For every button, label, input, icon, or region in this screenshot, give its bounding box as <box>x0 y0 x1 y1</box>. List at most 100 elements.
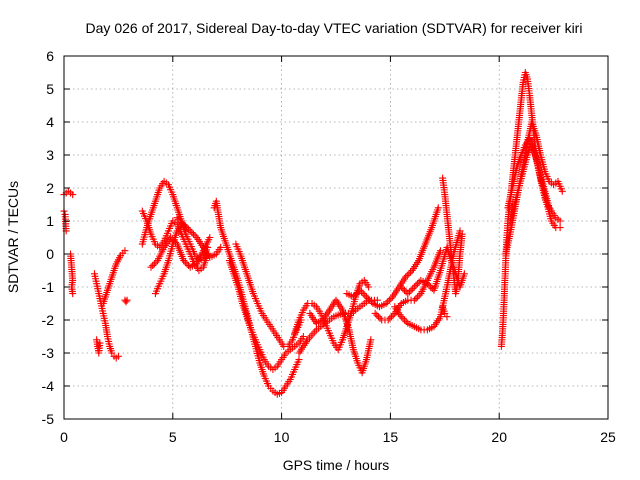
y-tick-label: -2 <box>42 312 55 328</box>
data-point <box>362 293 370 301</box>
series-arc-3 <box>67 250 77 298</box>
series-arc-14 <box>225 257 307 373</box>
data-point <box>410 283 418 291</box>
data-point <box>410 296 418 304</box>
data-point <box>407 268 415 276</box>
data-point <box>367 336 375 344</box>
data-point <box>409 285 417 293</box>
data-point <box>364 295 372 303</box>
data-point <box>185 225 193 233</box>
data-point <box>152 258 160 266</box>
data-point <box>376 314 384 322</box>
x-axis-label: GPS time / hours <box>283 457 390 473</box>
data-point <box>401 316 409 324</box>
y-tick-label: 4 <box>46 114 54 130</box>
data-point <box>186 227 194 235</box>
data-point <box>150 260 158 268</box>
data-point <box>206 234 214 241</box>
data-point <box>217 243 225 251</box>
data-point <box>436 247 444 255</box>
y-tick-label: -5 <box>42 411 55 427</box>
data-point <box>295 356 303 364</box>
data-point <box>434 204 442 212</box>
data-point <box>401 286 409 294</box>
data-point <box>402 273 410 281</box>
chart-title: Day 026 of 2017, Sidereal Day-to-day VTE… <box>86 20 583 36</box>
data-point <box>175 215 183 223</box>
x-tick-label: 25 <box>600 429 616 445</box>
y-tick-label: 6 <box>46 48 54 64</box>
series-arc-28 <box>506 141 553 225</box>
y-tick-label: -1 <box>42 279 55 295</box>
data-point <box>387 313 395 321</box>
data-point <box>397 313 405 321</box>
y-tick-label: 5 <box>46 81 54 97</box>
data-point <box>121 247 129 255</box>
series-arc-18 <box>306 296 375 377</box>
x-tick-label: 15 <box>383 429 399 445</box>
data-point <box>403 271 411 279</box>
data-point <box>443 313 451 321</box>
data-point <box>374 313 382 321</box>
y-tick-label: 1 <box>46 213 54 229</box>
data-point <box>399 285 407 293</box>
data-point <box>389 311 397 319</box>
data-point <box>386 314 394 322</box>
data-point <box>556 217 564 225</box>
data-layer <box>60 69 566 398</box>
data-point <box>384 298 392 306</box>
data-point <box>414 293 422 301</box>
data-point <box>188 229 196 237</box>
data-point <box>427 283 435 291</box>
data-point <box>180 220 188 228</box>
data-point <box>299 333 307 340</box>
data-point <box>353 290 361 298</box>
data-point <box>123 296 131 304</box>
data-point <box>181 222 189 230</box>
data-point <box>405 288 413 296</box>
data-point <box>414 280 422 288</box>
series-arc-15 <box>232 240 305 350</box>
series-arc-23 <box>439 174 466 298</box>
data-point <box>415 291 423 299</box>
data-point <box>423 280 431 288</box>
data-point <box>122 298 130 306</box>
series-arc-4 <box>90 270 122 362</box>
data-point <box>147 263 155 271</box>
data-point <box>181 258 189 266</box>
data-point <box>558 187 566 195</box>
data-point <box>189 230 197 238</box>
data-point <box>460 270 468 278</box>
data-point <box>69 290 77 298</box>
x-tick-label: 0 <box>60 429 68 445</box>
data-point <box>191 232 199 240</box>
data-point <box>358 288 366 296</box>
data-point <box>545 204 553 212</box>
data-point <box>397 283 405 291</box>
ticks-layer: 0 5 10 15 20 25 -5 -4 -3 -2 -1 0 1 2 3 4 5 6 <box>42 48 616 445</box>
data-point <box>382 300 390 307</box>
data-point <box>69 191 77 199</box>
data-point <box>361 291 369 299</box>
data-point <box>114 352 122 360</box>
data-point <box>373 311 381 319</box>
data-point <box>173 214 181 222</box>
data-point <box>556 224 564 232</box>
data-point <box>183 224 191 232</box>
x-tick-label: 20 <box>491 429 507 445</box>
data-point <box>387 295 395 303</box>
data-point <box>458 230 466 238</box>
data-point <box>183 260 191 268</box>
series-arc-7 <box>121 296 131 306</box>
y-tick-label: 0 <box>46 246 54 262</box>
x-tick-label: 10 <box>274 429 290 445</box>
data-point <box>405 270 413 278</box>
series-arc-19 <box>343 204 442 311</box>
y-tick-label: 3 <box>46 147 54 163</box>
data-point <box>359 290 367 298</box>
data-point <box>365 283 373 291</box>
data-point <box>349 293 357 301</box>
data-point <box>356 286 364 294</box>
